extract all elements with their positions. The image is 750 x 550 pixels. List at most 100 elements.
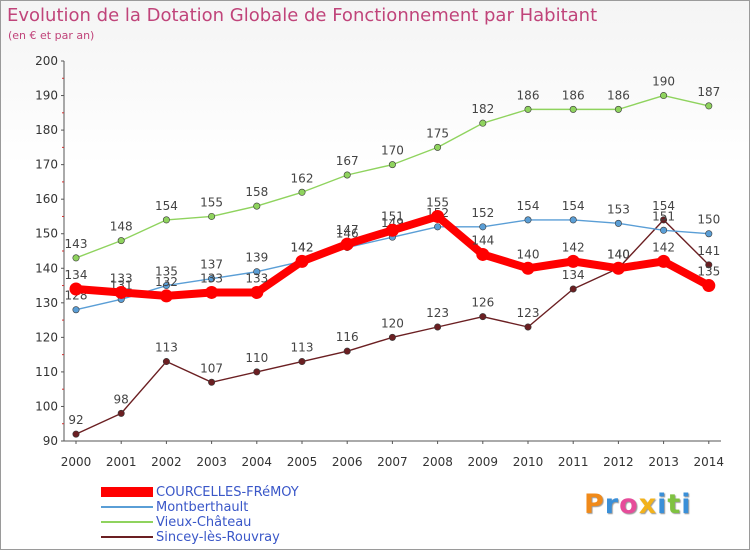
data-label: 133: [245, 271, 268, 285]
data-label: 150: [697, 213, 720, 227]
data-label: 190: [652, 75, 675, 89]
y-tick-label: 160: [35, 192, 58, 206]
data-label: 148: [110, 220, 133, 234]
logo-letter: i: [681, 489, 692, 520]
series-point: [614, 219, 622, 227]
data-label: 113: [291, 341, 314, 355]
x-tick-label: 2006: [332, 455, 363, 469]
series-point: [162, 216, 170, 224]
y-tick-label: 140: [35, 261, 58, 275]
series-point: [705, 230, 713, 238]
series-point: [72, 254, 80, 262]
series-point: [208, 378, 216, 386]
data-label: 120: [381, 316, 404, 330]
series-point: [657, 254, 671, 268]
x-tick-label: 2009: [468, 455, 499, 469]
series-point: [431, 209, 445, 223]
data-label: 147: [336, 223, 359, 237]
series-point: [521, 261, 535, 275]
series-point: [566, 254, 580, 268]
data-label: 135: [697, 265, 720, 279]
series-point: [705, 261, 713, 269]
data-label: 123: [426, 306, 449, 320]
data-label: 186: [607, 88, 630, 102]
legend-label: COURCELLES-FRéMOY: [156, 485, 299, 500]
y-tick-label: 100: [35, 399, 58, 413]
series-point: [479, 313, 487, 321]
series-point: [253, 202, 261, 210]
data-label: 133: [110, 271, 133, 285]
series-point: [385, 223, 399, 237]
legend-label: Montberthault: [156, 500, 249, 515]
series-point: [117, 409, 125, 417]
data-label: 186: [517, 88, 540, 102]
series-point: [298, 358, 306, 366]
data-label: 144: [471, 233, 494, 247]
series-point: [569, 216, 577, 224]
series-point: [614, 105, 622, 113]
legend-swatch: [101, 487, 153, 497]
legend-label: Vieux-Château: [156, 515, 252, 530]
series-point: [208, 212, 216, 220]
data-label: 142: [291, 240, 314, 254]
data-label: 154: [562, 199, 585, 213]
x-tick-label: 2011: [558, 455, 589, 469]
series-point: [524, 216, 532, 224]
x-tick-label: 2001: [106, 455, 137, 469]
legend-swatch: [101, 506, 153, 508]
proxiti-logo: Proxiti: [584, 489, 692, 520]
data-label: 134: [65, 268, 88, 282]
y-tick-label: 200: [35, 54, 58, 68]
data-label: 132: [155, 275, 178, 289]
y-tick-label: 190: [35, 89, 58, 103]
series-point: [253, 368, 261, 376]
series-point: [162, 282, 170, 290]
data-label: 167: [336, 154, 359, 168]
y-tick-label: 110: [35, 365, 58, 379]
series-point: [476, 247, 490, 261]
data-label: 139: [245, 251, 268, 265]
series-point: [569, 105, 577, 113]
legend-label: Sincey-lès-Rouvray: [156, 530, 280, 545]
series-point: [660, 92, 668, 100]
x-tick-label: 2007: [377, 455, 408, 469]
data-label: 154: [652, 199, 675, 213]
data-label: 155: [200, 195, 223, 209]
x-tick-label: 2003: [196, 455, 227, 469]
logo-letter: x: [638, 489, 658, 520]
data-label: 92: [68, 413, 83, 427]
logo-letter: r: [604, 489, 620, 520]
data-label: 126: [471, 296, 494, 310]
data-label: 110: [245, 351, 268, 365]
x-tick-label: 2010: [513, 455, 544, 469]
y-tick-label: 130: [35, 296, 58, 310]
y-tick-label: 120: [35, 330, 58, 344]
data-label: 162: [291, 171, 314, 185]
series-point: [479, 119, 487, 127]
data-label: 135: [155, 265, 178, 279]
logo-letter: P: [584, 489, 605, 520]
series-point: [388, 161, 396, 169]
data-label: 141: [697, 244, 720, 258]
data-label: 154: [155, 199, 178, 213]
x-tick-label: 2000: [61, 455, 92, 469]
series-point: [162, 358, 170, 366]
series-point: [569, 285, 577, 293]
series-point: [479, 223, 487, 231]
series-point: [250, 285, 264, 299]
series-point: [660, 216, 668, 224]
y-tick-label: 90: [43, 434, 58, 448]
series-point: [434, 323, 442, 331]
data-label: 116: [336, 330, 359, 344]
legend-swatch: [101, 536, 153, 538]
x-tick-label: 2004: [242, 455, 273, 469]
logo-letter: i: [657, 489, 668, 520]
x-tick-label: 2002: [151, 455, 182, 469]
data-label: 142: [652, 240, 675, 254]
series-point: [343, 347, 351, 355]
series-point: [434, 223, 442, 231]
data-label: 142: [562, 240, 585, 254]
data-label: 152: [471, 206, 494, 220]
data-label: 154: [517, 199, 540, 213]
